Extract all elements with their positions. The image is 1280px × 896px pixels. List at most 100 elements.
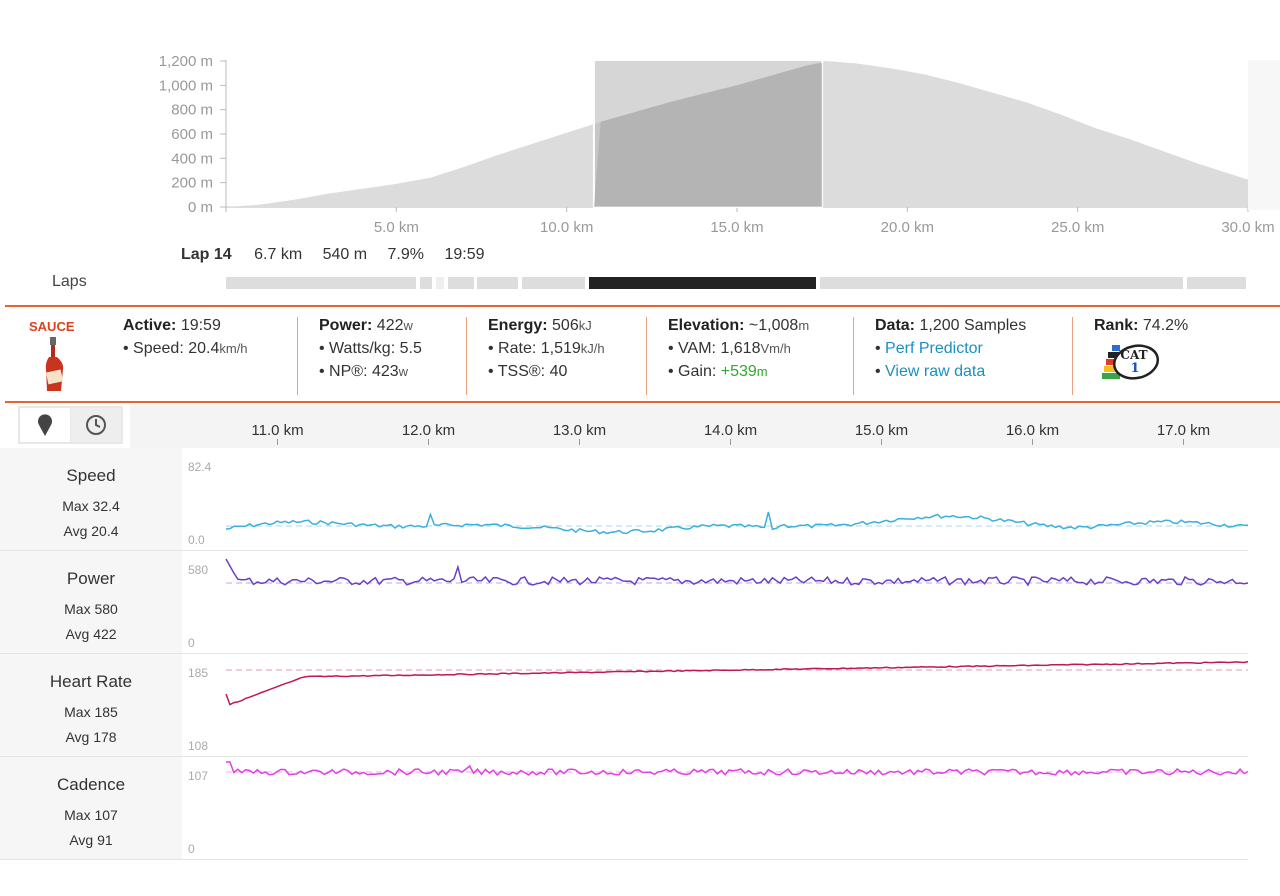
stream-max-tick: 580: [188, 563, 208, 577]
stream-min-tick: 0.0: [188, 533, 205, 547]
stat-data: Data: 1,200 Samples • Perf Predictor • V…: [875, 317, 1027, 380]
perf-predictor-link[interactable]: Perf Predictor: [885, 340, 983, 357]
stream-name: Power: [66, 569, 116, 588]
stream-label-bg: [0, 757, 182, 860]
gain-label: Gain:: [678, 363, 717, 380]
elevation-unit: m: [798, 318, 810, 333]
power-unit: w: [403, 318, 413, 333]
lap-segment[interactable]: [436, 277, 444, 289]
stream-avg: Avg 422: [65, 626, 117, 642]
stream-max-tick: 107: [188, 769, 208, 783]
stat-elevation: Elevation: ~1,008m • VAM: 1,618Vm/h • Ga…: [668, 317, 810, 380]
rank-value: 74.2%: [1142, 317, 1189, 334]
stream-axis-tick: 15.0 km: [855, 422, 908, 439]
elevation-x-tick: 25.0 km: [1051, 219, 1104, 236]
energy-value: 506: [552, 317, 579, 334]
stat-rank: Rank: 74.2% CAT 1: [1094, 317, 1214, 395]
gain-unit: m: [756, 364, 768, 379]
stream-tools: [18, 406, 123, 444]
lap-segment-selected[interactable]: [589, 277, 816, 289]
streams-chart[interactable]: 11.0 km 12.0 km 13.0 km 14.0 km 15.0 km 16.0 …: [0, 422, 1280, 868]
vam-label: VAM:: [678, 340, 716, 357]
stream-axis-tick: 11.0 km: [251, 422, 303, 439]
np-unit: w: [398, 364, 409, 379]
speed-label: Speed:: [133, 340, 184, 357]
energy-unit: kJ: [578, 318, 592, 333]
stat-divider: [646, 317, 647, 395]
elevation-label: Elevation:: [668, 317, 745, 334]
speed-value: 20.4: [188, 340, 220, 357]
stream-plot-bg: [182, 448, 1248, 551]
rate-label: Rate:: [498, 340, 537, 357]
stat-active: Active: 19:59 • Speed: 20.4km/h: [123, 317, 248, 357]
elevation-side-panel: [1248, 60, 1280, 210]
stat-energy: Energy: 506kJ • Rate: 1,519kJ/h • TSS®: …: [488, 317, 605, 380]
cat-badge-icon[interactable]: CAT 1: [1094, 341, 1160, 385]
stream-panel-speed[interactable]: 82.4 0.0: [0, 448, 1248, 551]
map-pin-icon: [38, 414, 52, 436]
stream-axis-tick: 16.0 km: [1006, 422, 1059, 439]
stream-axis-band: [130, 404, 1280, 448]
stream-panel-power[interactable]: 580 0: [0, 551, 1249, 654]
stream-min-tick: 108: [188, 739, 208, 753]
elevation-x-tick: 15.0 km: [710, 219, 763, 236]
view-raw-data-link[interactable]: View raw data: [885, 363, 986, 380]
lap-segment[interactable]: [477, 277, 518, 289]
stream-label: Speed Max 32.4 Avg 20.4: [0, 466, 182, 544]
sauce-logo[interactable]: SAUCE: [29, 319, 75, 334]
lap-segment[interactable]: [522, 277, 585, 289]
active-value: 19:59: [180, 317, 221, 334]
stat-divider: [1072, 317, 1073, 395]
stream-axis-tick: 12.0 km: [402, 422, 455, 439]
elevation-x-tick: 5.0 km: [374, 219, 419, 236]
elevation-x-tick: 20.0 km: [881, 219, 934, 236]
lap-segment[interactable]: [420, 277, 432, 289]
stream-panel-cadence[interactable]: 107 0: [0, 757, 1249, 860]
stream-axis-tick: 13.0 km: [553, 422, 606, 439]
stream-axis-tick: 17.0 km: [1157, 422, 1210, 439]
stream-plot-bg: [182, 551, 1248, 654]
lap-segment[interactable]: [820, 277, 1183, 289]
np-value: 423: [371, 363, 399, 380]
power-value: 422: [376, 317, 404, 334]
power-label: Power:: [319, 317, 373, 334]
cat-badge-text: CAT: [1120, 348, 1147, 362]
cat-badge-number: 1: [1130, 361, 1139, 376]
stream-panel-heart-rate[interactable]: 185 108: [0, 654, 1249, 757]
laps-bar[interactable]: [226, 277, 1246, 289]
elevation-profile-chart[interactable]: 1,200 m 1,000 m 800 m 600 m 400 m 200 m 0 m 5.…: [0, 0, 1280, 300]
lap-time: 19:59: [444, 246, 485, 263]
lap-segment[interactable]: [1187, 277, 1246, 289]
stream-min-tick: 0: [188, 842, 195, 856]
lap-segment[interactable]: [448, 277, 474, 289]
laps-label: Laps: [52, 273, 87, 290]
elevation-y-tick: 1,000 m: [159, 77, 213, 94]
stat-power: Power: 422w • Watts/kg: 5.5 • NP®: 423w: [319, 317, 422, 380]
stream-name: Cadence: [56, 775, 126, 794]
stream-max: Max 32.4: [62, 498, 120, 514]
lap-segment[interactable]: [226, 277, 416, 289]
stream-label: Heart Rate Max 185 Avg 178: [0, 672, 182, 750]
elevation-y-tick: 200 m: [171, 175, 213, 192]
elevation-y-tick: 0 m: [188, 199, 213, 216]
stream-trace-cadence: [226, 761, 1249, 776]
stat-divider: [466, 317, 467, 395]
wkg-value: 5.5: [399, 340, 422, 357]
stream-trace-speed: [225, 511, 1248, 535]
map-pin-button[interactable]: [20, 408, 70, 442]
lap-grade: 7.9%: [387, 246, 424, 263]
active-label: Active:: [123, 317, 177, 334]
stream-max-tick: 185: [188, 666, 208, 680]
clock-icon: [86, 415, 106, 435]
stream-avg: Avg 20.4: [63, 523, 119, 539]
tss-label: TSS®:: [497, 363, 546, 380]
clock-button[interactable]: [71, 408, 121, 442]
sauce-bottle-icon: [45, 337, 64, 391]
rate-unit: kJ/h: [580, 341, 605, 356]
stream-trace-power: [225, 558, 1249, 587]
stream-max: Max 580: [64, 601, 118, 617]
stream-max-tick: 82.4: [188, 460, 212, 474]
stream-max: Max 107: [64, 807, 118, 823]
stream-axis-tick: 14.0 km: [704, 422, 757, 439]
lap-summary: Lap 14 6.7 km 540 m 7.9% 19:59: [181, 246, 501, 264]
